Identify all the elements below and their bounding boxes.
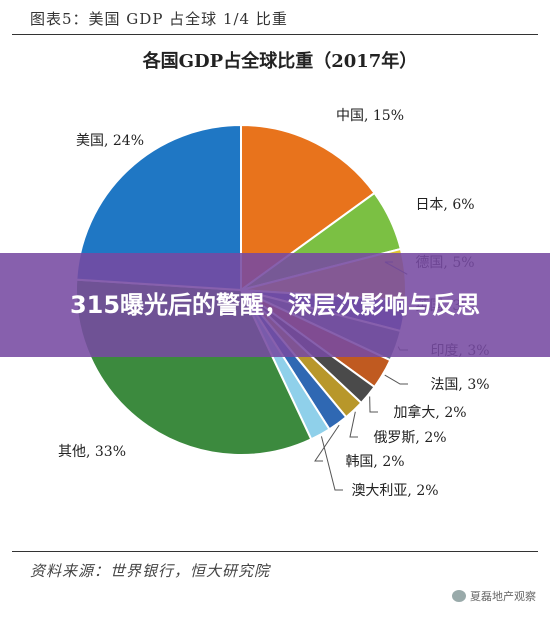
leader-line xyxy=(314,424,340,462)
headline-text: 315曝光后的警醒，深层次影响与反思 xyxy=(69,291,481,319)
headline-banner: 315曝光后的警醒，深层次影响与反思 xyxy=(0,253,550,357)
pie-slice xyxy=(240,123,376,292)
slice-label: 加拿大, 2% xyxy=(393,404,466,421)
slice-label: 其他, 33% xyxy=(58,444,126,460)
slice-label: 澳大利亚, 2% xyxy=(351,483,438,499)
top-rule xyxy=(12,34,538,35)
watermark-text: 夏磊地产观察 xyxy=(470,590,536,603)
chart-title: 各国GDP占全球比重（2017年） xyxy=(142,50,418,72)
leader-line xyxy=(349,411,358,438)
slice-label: 俄罗斯, 2% xyxy=(373,430,446,446)
leader-line xyxy=(320,436,343,491)
figure-caption: 图表5：美国 GDP 占全球 1/4 比重 xyxy=(30,10,288,28)
slice-label: 日本, 6% xyxy=(415,197,474,213)
source-note: 资料来源：世界银行，恒大研究院 xyxy=(30,562,271,580)
leader-line xyxy=(369,396,378,413)
pie-slice xyxy=(75,123,242,292)
leader-line xyxy=(384,374,408,385)
slice-label: 法国, 3% xyxy=(430,377,489,393)
slice-label: 中国, 15% xyxy=(336,108,404,124)
wechat-icon xyxy=(452,590,466,602)
slice-label: 韩国, 2% xyxy=(345,454,404,470)
bottom-rule xyxy=(12,551,538,552)
slice-label: 美国, 24% xyxy=(76,133,144,149)
watermark: 夏磊地产观察 xyxy=(452,588,536,604)
